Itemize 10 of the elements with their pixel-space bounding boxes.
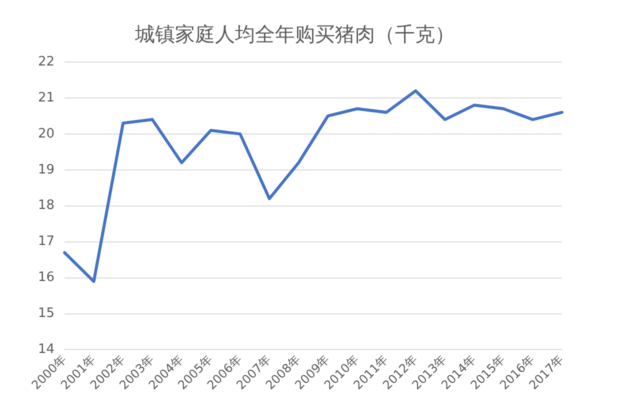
y-tick-label: 20 (38, 126, 55, 142)
y-tick-label: 18 (38, 198, 55, 214)
y-tick-label: 14 (38, 342, 55, 358)
y-tick-label: 22 (38, 54, 55, 70)
y-tick-label: 21 (38, 90, 55, 106)
chart-title: 城镇家庭人均全年购买猪肉（千克） (134, 22, 455, 46)
y-tick-label: 17 (38, 234, 55, 250)
y-tick-label: 15 (38, 306, 55, 322)
y-tick-label: 16 (38, 270, 55, 286)
y-tick-label: 19 (38, 162, 55, 178)
